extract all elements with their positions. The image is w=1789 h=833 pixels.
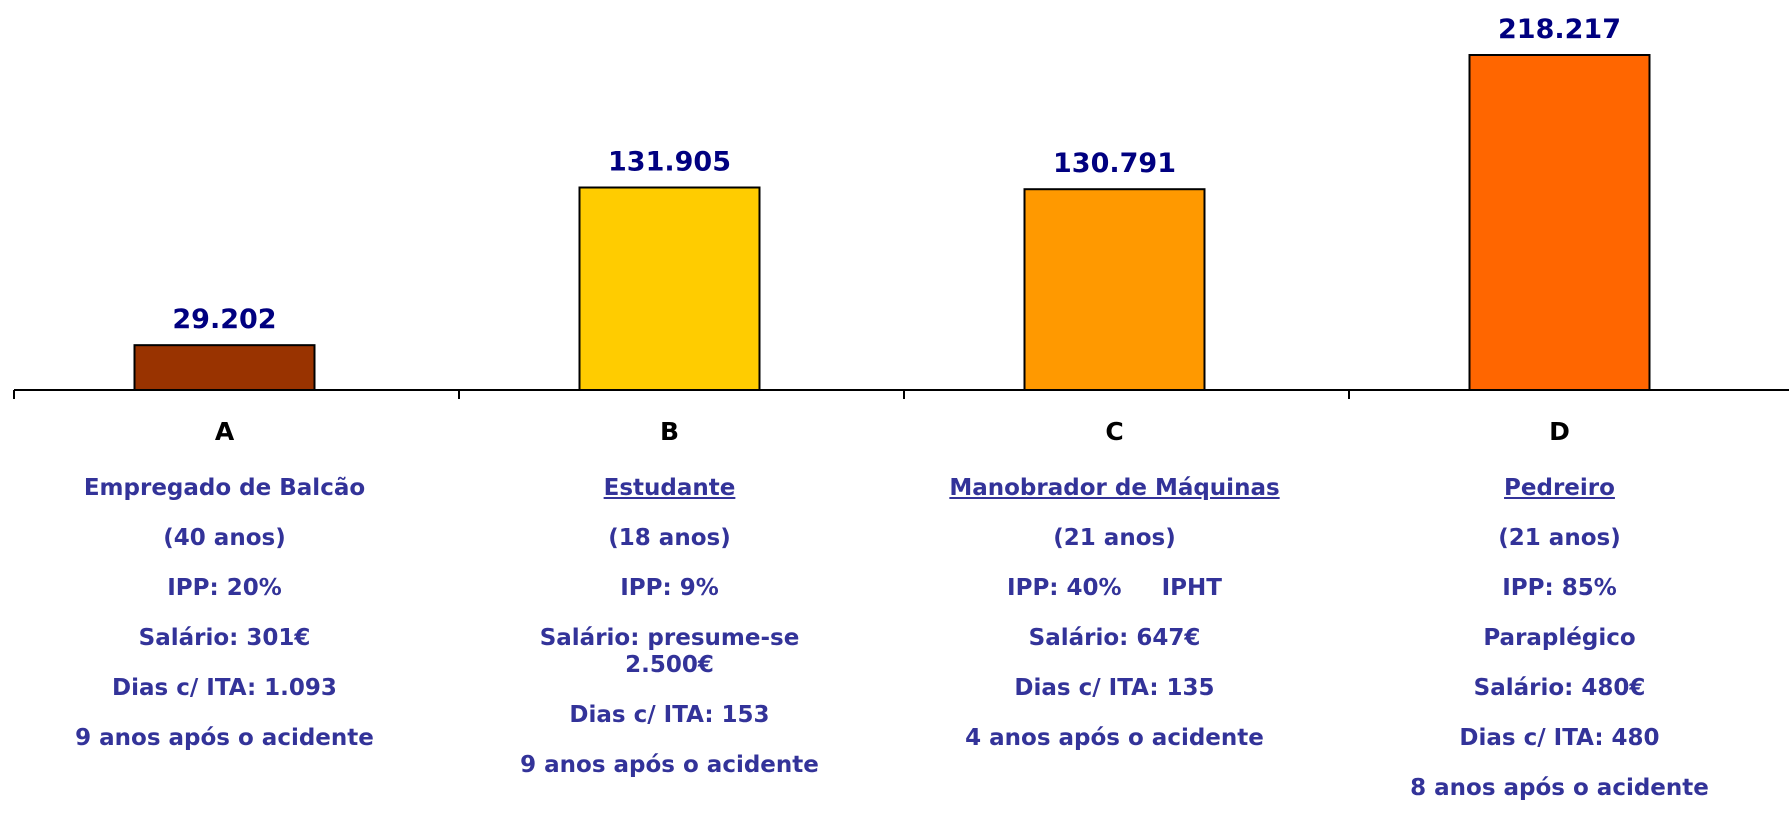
detail-line: Salário: 647€ — [1028, 625, 1201, 651]
category-details: Empregado de Balcão (40 anos) IPP: 20% Salá… — [75, 475, 375, 775]
detail-line: Estudante — [603, 475, 736, 501]
bar — [133, 344, 316, 391]
category-label: A — [215, 417, 235, 446]
detail-line: Dias c/ ITA: 135 — [1014, 675, 1215, 701]
detail-line: Empregado de Balcão — [83, 475, 366, 501]
category-label: C — [1105, 417, 1123, 446]
detail-line: IPP: 9% — [620, 575, 719, 601]
detail-line: Paraplégico — [1483, 625, 1636, 651]
value-label: 130.791 — [1053, 148, 1176, 179]
category-label: D — [1549, 417, 1570, 446]
detail-line: Dias c/ ITA: 153 — [569, 702, 770, 728]
detail-line: (40 anos) — [163, 525, 286, 551]
category-label: B — [660, 417, 679, 446]
detail-line: IPP: 20% — [167, 575, 282, 601]
category-details: Pedreiro (21 anos) IPP: 85% Paraplégico Salá… — [1410, 475, 1710, 825]
detail-line: IPP: 40% IPHT — [1007, 575, 1222, 601]
detail-line: (21 anos) — [1053, 525, 1176, 551]
category-details: Manobrador de Máquinas (21 anos) IPP: 40% … — [895, 475, 1335, 775]
detail-line: Manobrador de Máquinas — [949, 475, 1280, 501]
detail-line: Salário: 301€ — [138, 625, 311, 651]
detail-line: (18 anos) — [608, 525, 731, 551]
bar — [578, 186, 761, 391]
detail-line: Salário: presume-se 2.500€ — [539, 625, 808, 678]
detail-line: Salário: 480€ — [1473, 675, 1646, 701]
detail-line: (21 anos) — [1498, 525, 1621, 551]
detail-line: 9 anos após o acidente — [75, 725, 374, 751]
value-label: 218.217 — [1498, 14, 1621, 45]
bar — [1468, 54, 1651, 391]
detail-line: Pedreiro — [1504, 475, 1615, 501]
detail-line: Dias c/ ITA: 480 — [1459, 725, 1660, 751]
category-details: Estudante (18 anos) IPP: 9% Salário: presum… — [520, 475, 820, 802]
detail-line: 4 anos após o acidente — [965, 725, 1264, 751]
detail-line: 8 anos após o acidente — [1410, 775, 1709, 801]
detail-line: 9 anos após o acidente — [520, 752, 819, 778]
value-label: 131.905 — [608, 147, 731, 178]
bar — [1023, 188, 1206, 391]
detail-line: Dias c/ ITA: 1.093 — [112, 675, 337, 701]
detail-line: IPP: 85% — [1502, 575, 1617, 601]
value-label: 29.202 — [172, 304, 276, 335]
